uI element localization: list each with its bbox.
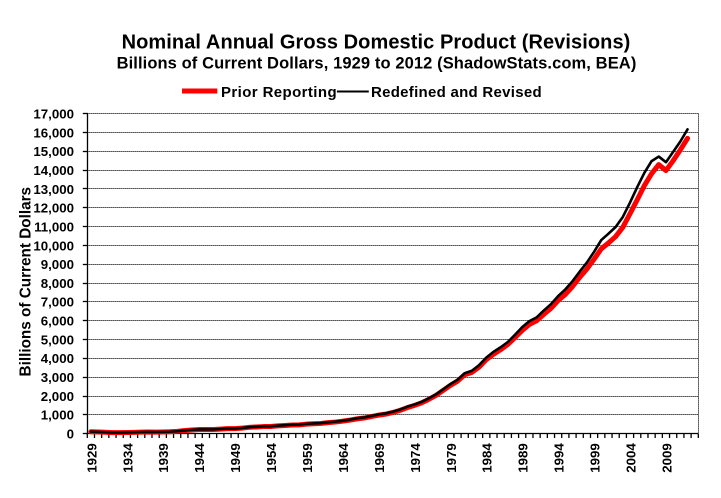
svg-text:1964: 1964 xyxy=(336,443,351,473)
svg-text:13,000: 13,000 xyxy=(33,182,74,197)
svg-text:Prior Reporting: Prior Reporting xyxy=(221,84,337,101)
svg-text:2,000: 2,000 xyxy=(41,389,74,404)
svg-text:2004: 2004 xyxy=(623,443,638,473)
svg-text:1934: 1934 xyxy=(120,443,135,473)
svg-text:1969: 1969 xyxy=(372,443,387,473)
svg-text:12,000: 12,000 xyxy=(33,201,74,216)
svg-text:1959: 1959 xyxy=(300,443,315,473)
svg-text:1989: 1989 xyxy=(516,443,531,473)
svg-text:1994: 1994 xyxy=(552,443,567,473)
svg-text:8,000: 8,000 xyxy=(41,276,74,291)
svg-text:2009: 2009 xyxy=(659,443,674,473)
svg-text:10,000: 10,000 xyxy=(33,238,74,253)
svg-text:1984: 1984 xyxy=(480,443,495,473)
svg-text:1999: 1999 xyxy=(588,443,603,473)
svg-text:Billions of Current Dollars, 1: Billions of Current Dollars, 1929 to 201… xyxy=(117,54,637,72)
svg-text:Redefined and Revised: Redefined and Revised xyxy=(371,84,542,101)
svg-text:15,000: 15,000 xyxy=(33,144,74,159)
svg-text:1949: 1949 xyxy=(228,443,243,473)
svg-text:1,000: 1,000 xyxy=(41,408,74,423)
svg-text:Nominal Annual Gross Domestic: Nominal Annual Gross Domestic Product (R… xyxy=(122,31,631,53)
svg-text:7,000: 7,000 xyxy=(41,295,74,310)
svg-text:6,000: 6,000 xyxy=(41,314,74,329)
svg-text:5,000: 5,000 xyxy=(41,332,74,347)
svg-text:3,000: 3,000 xyxy=(41,370,74,385)
svg-text:1944: 1944 xyxy=(192,443,207,473)
svg-text:1939: 1939 xyxy=(156,443,171,473)
svg-text:1929: 1929 xyxy=(84,443,99,473)
svg-text:4,000: 4,000 xyxy=(41,351,74,366)
svg-text:Billions of Current Dollars: Billions of Current Dollars xyxy=(18,187,35,377)
svg-text:1974: 1974 xyxy=(408,443,423,473)
svg-text:1954: 1954 xyxy=(264,443,279,473)
svg-text:14,000: 14,000 xyxy=(33,163,74,178)
svg-text:9,000: 9,000 xyxy=(41,257,74,272)
svg-text:17,000: 17,000 xyxy=(33,106,74,121)
svg-text:0: 0 xyxy=(67,427,74,442)
svg-text:11,000: 11,000 xyxy=(34,219,74,234)
svg-text:1979: 1979 xyxy=(444,443,459,473)
svg-text:16,000: 16,000 xyxy=(33,125,74,140)
